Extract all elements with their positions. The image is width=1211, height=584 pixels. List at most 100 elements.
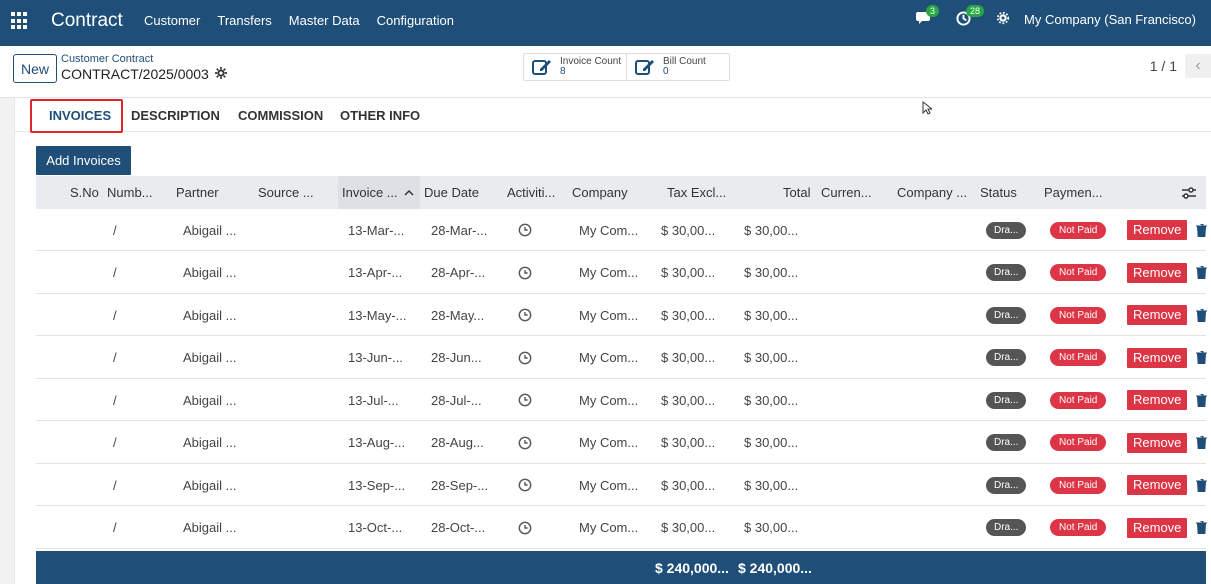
table-row[interactable]: / Abigail ... 13-Apr-... 28-Apr-... My Com..… [36,251,1207,294]
table-row[interactable]: / Abigail ... 13-Aug-... 28-Aug... My Com...… [36,421,1207,464]
trash-icon[interactable] [1196,294,1207,336]
col-activities[interactable]: Activiti... [507,185,556,200]
col-sno[interactable]: S.No [70,185,99,200]
table-row[interactable]: / Abigail ... 13-Jun-... 28-Jun... My Com...… [36,336,1207,379]
new-button[interactable]: New [13,54,57,83]
status-badge: Dra... [986,434,1027,451]
tab-description[interactable]: DESCRIPTION [131,107,220,123]
col-company[interactable]: Company [572,185,628,200]
breadcrumb-parent-link[interactable]: Customer Contract [61,53,154,65]
col-number[interactable]: Numb... [107,185,153,200]
payment-status-badge: Not Paid [1050,349,1107,366]
remove-button[interactable]: Remove [1127,517,1188,538]
payment-status-badge: Not Paid [1050,264,1107,281]
remove-button[interactable]: Remove [1127,475,1188,495]
menu-master-data[interactable]: Master Data [288,13,360,28]
cell-invoice-date: 13-Mar-... [348,222,405,238]
clock-icon[interactable] [518,209,532,251]
cell-number: / [113,307,117,323]
clock-icon[interactable] [518,337,532,379]
clock-icon[interactable] [518,379,532,421]
cell-total: $ 30,00... [744,435,799,450]
pager-value[interactable]: 1 / 1 [1149,58,1177,74]
systray: 3 28 My Company (San Francisco) [916,5,1196,27]
clock-icon[interactable] [518,464,532,506]
col-invoice-date[interactable]: Invoice ... [338,176,420,209]
col-payment[interactable]: Paymen... [1044,185,1103,200]
remove-button[interactable]: Remove [1127,390,1188,410]
table-row[interactable]: / Abigail ... 13-May-... 28-May... My Com...… [36,294,1207,336]
tab-invoices[interactable]: INVOICES [49,107,112,123]
cell-company: My Com... [579,477,639,493]
smart-buttons: Invoice Count 8 Bill Count 0 [523,53,730,81]
table-row[interactable]: / Abigail ... 13-Jul-... 28-Jul-... My Com..… [36,379,1207,421]
total-amount: $ 240,000... [738,559,812,576]
cell-invoice-date: 13-Jun-... [348,350,403,365]
activities-count-badge: 28 [966,5,985,17]
cell-company: My Com... [579,520,639,535]
menu-configuration[interactable]: Configuration [376,13,454,28]
cell-tax-excluded: $ 30,00... [661,265,716,280]
col-partner[interactable]: Partner [176,185,219,200]
table-row[interactable]: / Abigail ... 13-Oct-... 28-Oct-... My Com..… [36,506,1207,549]
remove-button[interactable]: Remove [1127,432,1188,453]
clock-icon[interactable] [518,422,532,464]
cell-partner: Abigail ... [183,392,237,408]
cell-number: / [113,265,117,280]
cell-number: / [113,520,117,535]
clock-icon[interactable] [518,507,532,549]
table-row[interactable]: / Abigail ... 13-Mar-... 28-Mar-... My Com..… [36,209,1207,251]
apps-icon[interactable] [11,12,29,30]
trash-icon[interactable] [1196,252,1207,294]
trash-icon[interactable] [1196,422,1207,464]
bill-count-button[interactable]: Bill Count 0 [626,54,729,80]
col-source[interactable]: Source ... [258,185,314,200]
trash-icon[interactable] [1196,507,1207,549]
col-tax-excluded[interactable]: Tax Excl... [667,185,727,200]
chat-icon[interactable]: 3 [916,5,940,27]
trash-icon[interactable] [1196,379,1207,421]
remove-button[interactable]: Remove [1127,262,1188,283]
invoice-count-button[interactable]: Invoice Count 8 [524,54,626,80]
cell-partner: Abigail ... [183,350,237,365]
payment-status-badge: Not Paid [1050,306,1107,324]
clock-icon[interactable] [518,252,532,294]
remove-button[interactable]: Remove [1127,220,1188,240]
add-invoices-button[interactable]: Add Invoices [36,146,131,175]
col-total[interactable]: Total [783,185,811,200]
col-invoice-date-label: Invoice ... [342,185,398,200]
app-title[interactable]: Contract [51,10,123,31]
tab-commission[interactable]: COMMISSION [238,107,324,123]
cell-total: $ 30,00... [744,222,799,238]
activity-clock-icon[interactable]: 28 [956,5,985,27]
col-due-date[interactable]: Due Date [424,185,479,200]
trash-icon[interactable] [1196,337,1207,379]
menu-customer[interactable]: Customer [144,13,201,28]
gear-icon[interactable] [214,66,227,82]
cell-invoice-date: 13-Aug-... [348,435,406,450]
settings-icon[interactable] [996,11,1014,27]
cell-partner: Abigail ... [183,265,237,280]
company-switcher[interactable]: My Company (San Francisco) [1024,11,1196,27]
tab-other-info[interactable]: OTHER INFO [340,107,421,123]
payment-status-badge: Not Paid [1050,476,1107,494]
col-status[interactable]: Status [980,185,1017,200]
col-currency[interactable]: Curren... [821,185,872,200]
table-row[interactable]: / Abigail ... 13-Sep-... 28-Sep-... My Com..… [36,464,1207,506]
remove-button[interactable]: Remove [1127,305,1188,325]
cell-tax-excluded: $ 30,00... [661,392,716,408]
cell-partner: Abigail ... [183,307,237,323]
status-badge: Dra... [986,476,1027,494]
cell-company: My Com... [579,392,639,408]
sort-up-icon [404,189,414,196]
main-menu: Customer Transfers Master Data Configura… [144,13,471,28]
col-company-currency[interactable]: Company ... [897,185,968,200]
cell-total: $ 30,00... [744,477,799,493]
clock-icon[interactable] [518,294,532,336]
trash-icon[interactable] [1196,209,1207,251]
menu-transfers[interactable]: Transfers [217,13,272,28]
remove-button[interactable]: Remove [1127,347,1188,368]
trash-icon[interactable] [1196,464,1207,506]
column-settings-icon[interactable] [1182,176,1196,209]
chevron-left-icon[interactable]: ‹ [1185,54,1211,78]
